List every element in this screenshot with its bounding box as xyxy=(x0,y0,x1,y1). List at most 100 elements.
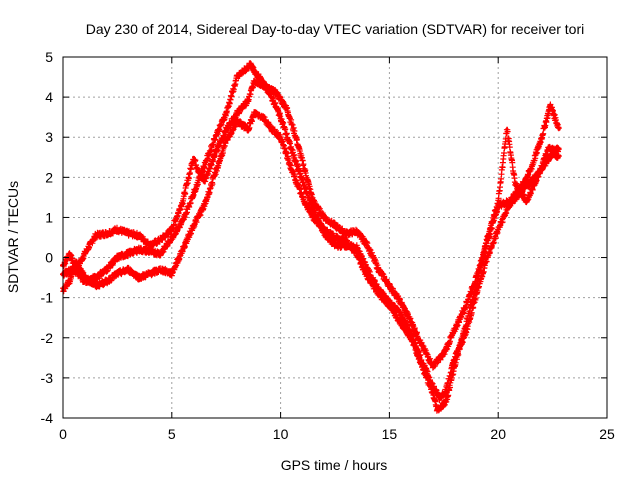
x-tick-label: 20 xyxy=(490,426,506,442)
data-point xyxy=(300,195,304,199)
data-point xyxy=(376,268,381,272)
y-tick-label: 0 xyxy=(45,250,53,266)
data-point xyxy=(300,179,304,183)
data-point xyxy=(507,203,511,207)
data-point xyxy=(235,75,239,79)
grid-lines xyxy=(63,57,607,418)
data-point xyxy=(104,268,109,272)
data-point xyxy=(94,233,98,238)
data-point xyxy=(409,336,413,340)
series-track-c xyxy=(60,109,562,414)
data-point xyxy=(270,127,274,131)
data-point xyxy=(261,115,265,119)
data-point xyxy=(546,147,550,151)
data-point xyxy=(137,276,141,280)
data-point xyxy=(333,243,337,248)
data-point xyxy=(224,127,228,131)
x-axis-label: GPS time / hours xyxy=(281,457,388,473)
data-point xyxy=(202,179,206,183)
data-point xyxy=(252,79,257,83)
data-point xyxy=(366,243,370,248)
data-point xyxy=(279,115,283,119)
data-point xyxy=(126,231,130,236)
data-point xyxy=(344,239,348,244)
data-point xyxy=(115,272,119,276)
data-point xyxy=(333,235,337,240)
series-markers xyxy=(60,77,562,371)
data-point xyxy=(376,292,381,296)
data-point xyxy=(496,199,500,203)
chart-title: Day 230 of 2014, Sidereal Day-to-day VTE… xyxy=(86,21,585,37)
data-point xyxy=(235,111,239,115)
data-point xyxy=(252,111,257,115)
data-point xyxy=(83,251,87,256)
data-point xyxy=(148,249,152,254)
data-point xyxy=(387,304,391,308)
data-point xyxy=(453,364,457,368)
data-point xyxy=(289,147,294,151)
y-tick-label: 5 xyxy=(45,49,53,65)
data-point xyxy=(366,276,370,280)
data-point xyxy=(170,235,174,240)
data-point xyxy=(170,272,174,276)
y-tick-label: 4 xyxy=(45,89,53,105)
data-point xyxy=(355,251,359,256)
data-point xyxy=(311,215,315,219)
data-point xyxy=(196,167,200,171)
y-tick-label: 1 xyxy=(45,209,53,225)
y-tick-label: -2 xyxy=(41,330,54,346)
data-point xyxy=(148,243,152,248)
data-point xyxy=(159,251,163,256)
data-point xyxy=(181,199,185,203)
data-point xyxy=(302,167,307,171)
data-point xyxy=(94,284,98,288)
data-point xyxy=(431,364,435,368)
data-point xyxy=(274,91,278,95)
series-track-a xyxy=(60,77,562,371)
data-point xyxy=(137,247,141,252)
data-point xyxy=(322,227,326,232)
data-point xyxy=(474,284,478,288)
data-point xyxy=(431,392,435,396)
x-tick-label: 25 xyxy=(599,426,615,442)
data-point xyxy=(126,251,130,256)
data-point xyxy=(115,256,119,260)
x-tick-label: 10 xyxy=(273,426,289,442)
data-series xyxy=(60,60,562,414)
data-point xyxy=(557,127,561,131)
data-point xyxy=(246,99,250,103)
data-point xyxy=(94,276,98,280)
data-point xyxy=(485,235,489,240)
data-point xyxy=(224,139,228,143)
data-point xyxy=(159,237,163,242)
data-point xyxy=(235,119,239,123)
data-point xyxy=(540,135,544,139)
data-point xyxy=(248,63,252,67)
data-point xyxy=(420,344,424,348)
data-point xyxy=(524,199,529,203)
y-tick-label: -1 xyxy=(41,290,54,306)
data-point xyxy=(427,356,431,360)
data-point xyxy=(557,147,561,151)
axis-ticks: 0 5 10 15 20 25 -4 -3 -2 -1 0 1 2 3 4 5 xyxy=(41,49,615,442)
x-tick-label: 15 xyxy=(382,426,398,442)
data-point xyxy=(420,364,424,368)
data-point xyxy=(213,135,217,139)
data-point xyxy=(104,231,109,236)
data-point xyxy=(257,75,261,79)
data-point xyxy=(181,219,185,224)
plot-area-frame xyxy=(62,56,608,419)
data-point xyxy=(535,175,540,179)
y-tick-label: 3 xyxy=(45,129,53,145)
data-point xyxy=(289,167,294,171)
y-tick-label: -3 xyxy=(41,370,54,386)
data-point xyxy=(213,151,217,155)
data-point xyxy=(83,276,87,280)
data-point xyxy=(322,215,326,219)
data-point xyxy=(453,328,457,332)
data-point xyxy=(192,223,196,228)
data-point xyxy=(115,227,119,232)
data-point xyxy=(442,352,446,356)
data-point xyxy=(104,280,109,284)
